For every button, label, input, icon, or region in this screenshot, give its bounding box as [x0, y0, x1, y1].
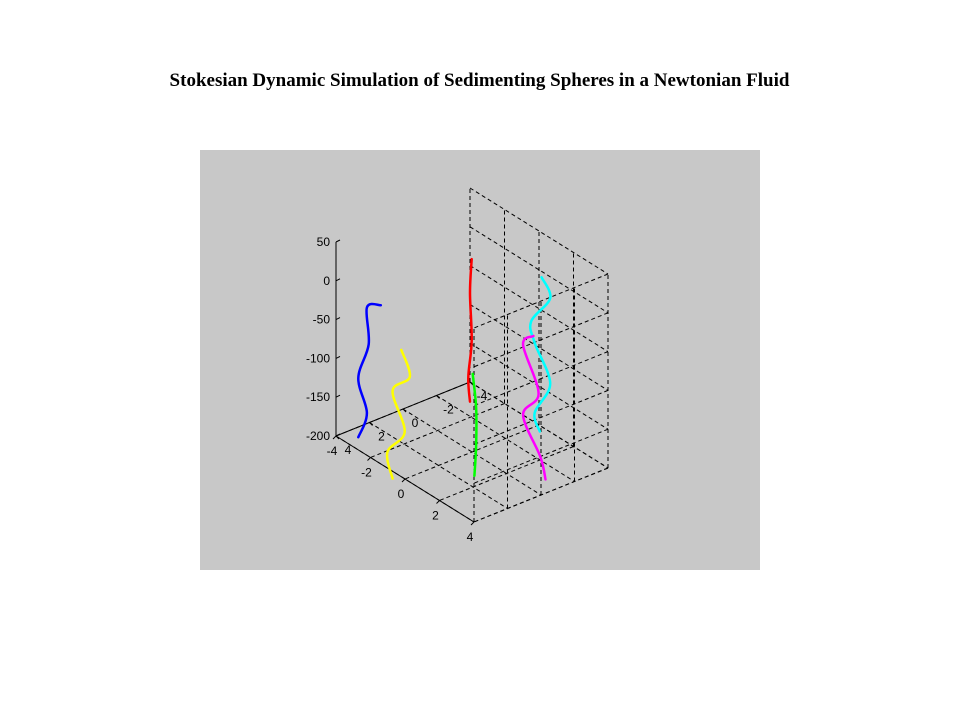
x-tick-mark — [401, 478, 406, 483]
grid-line — [469, 187, 609, 275]
y-tick-label: 2 — [378, 430, 385, 444]
grid-line — [469, 381, 609, 469]
z-tick-mark — [335, 239, 341, 243]
y-tick-label: 4 — [345, 443, 352, 457]
z-tick-mark — [335, 355, 341, 359]
z-tick-label: 50 — [317, 235, 331, 249]
z-tick-mark — [335, 278, 341, 282]
grid-line — [404, 424, 540, 480]
axis-lines — [332, 239, 475, 526]
series-line — [357, 302, 383, 439]
grid-line — [473, 312, 609, 368]
z-tick-label: -200 — [306, 429, 330, 443]
z-tick-label: -50 — [313, 313, 331, 327]
y-tick-label: 0 — [412, 416, 419, 430]
x-tick-label: -2 — [361, 466, 372, 480]
y-tick-label: -4 — [477, 389, 488, 403]
series-line — [385, 348, 412, 480]
y-tick-mark — [402, 408, 407, 413]
y-tick-mark — [469, 381, 474, 386]
y-tick-mark — [369, 422, 373, 426]
grid-line — [370, 403, 505, 458]
x-tick-mark — [470, 521, 475, 526]
grid-lines — [335, 187, 609, 523]
series-line — [471, 372, 478, 478]
grid-line — [469, 265, 609, 353]
y-tick-label: -2 — [443, 403, 454, 417]
grid-line — [402, 408, 542, 496]
series-lines — [357, 257, 552, 481]
grid-line — [436, 395, 575, 482]
grid-line — [473, 389, 609, 445]
y-tick-mark — [436, 395, 440, 399]
z-tick-mark — [335, 317, 341, 321]
x-tick-label: 4 — [467, 530, 474, 544]
x-tick-label: 2 — [432, 509, 439, 523]
grid-line — [369, 422, 508, 509]
x-tick-label: -4 — [327, 444, 338, 458]
y-tick-mark — [335, 435, 340, 440]
x-tick-mark — [367, 457, 371, 461]
grid-line — [469, 342, 609, 430]
z-tick-mark — [335, 433, 341, 437]
grid-line — [469, 303, 609, 391]
x-tick-mark — [436, 500, 440, 504]
plot-panel: 50 0 -50 -100 -150 -200 -4 -2 0 2 4 -4 -2 0 2 4 — [200, 150, 760, 570]
grid-line — [469, 226, 609, 314]
z-tick-label: -100 — [306, 351, 330, 365]
chart-title: Stokesian Dynamic Simulation of Sediment… — [169, 70, 790, 91]
x-tick-label: 0 — [398, 487, 405, 501]
series-line — [467, 257, 473, 403]
x-tick-mark — [332, 435, 337, 440]
z-tick-label: 0 — [323, 274, 330, 288]
grid-line — [473, 351, 609, 407]
grid-line — [473, 273, 609, 329]
series-line — [528, 276, 552, 433]
z-tick-mark — [335, 394, 341, 398]
series-line — [521, 334, 547, 481]
z-tick-label: -150 — [306, 390, 330, 404]
